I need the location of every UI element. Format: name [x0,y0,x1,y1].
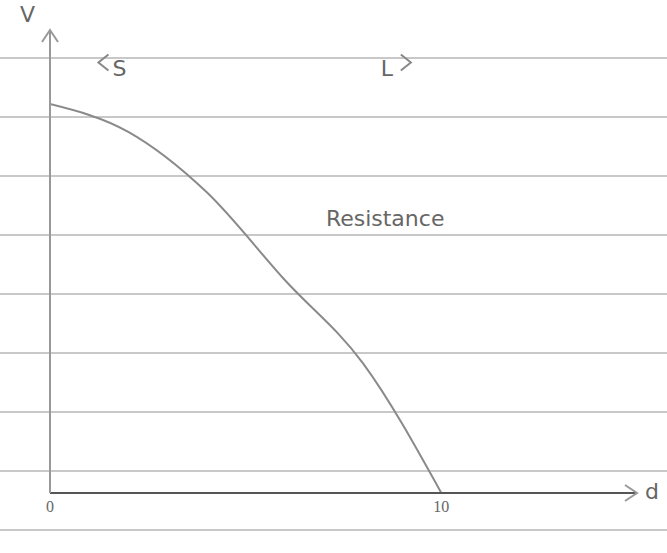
html-text:S: S [112,56,127,82]
html-text:V: V [20,2,36,27]
svg-text:0: 0 [46,498,54,515]
html-text:Resistance: Resistance [325,205,445,231]
html-text:L: L [380,56,394,82]
svg-text:10: 10 [433,498,449,515]
html-text:d: d [645,479,659,504]
